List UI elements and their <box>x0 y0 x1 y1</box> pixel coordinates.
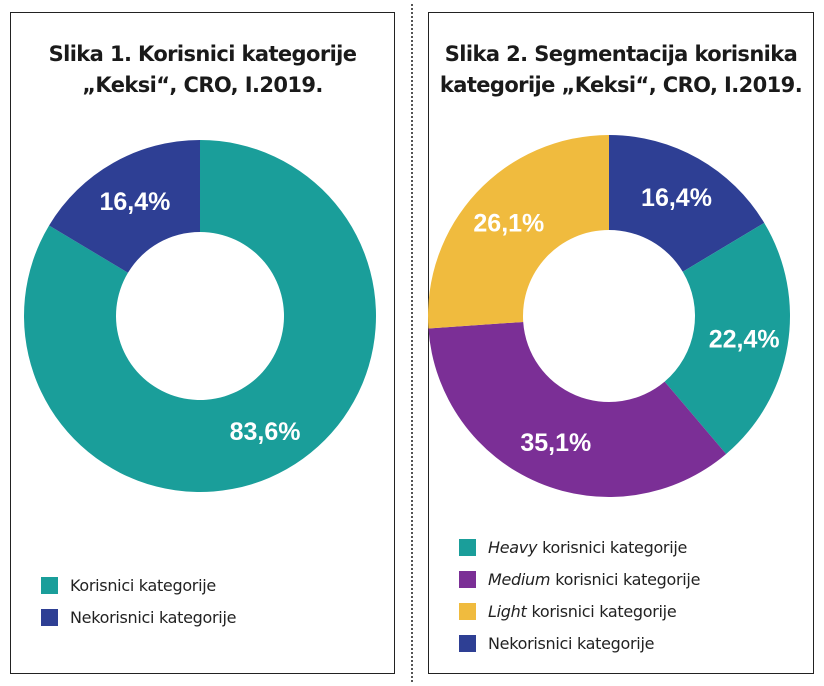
chart-title-line: kategorije „Keksi“, CRO, I.2019. <box>439 73 803 97</box>
slice-value-label: 35,1% <box>520 429 591 457</box>
chart-title-line: Slika 1. Korisnici kategorije <box>48 42 357 66</box>
legend-emphasis: Heavy <box>488 537 538 557</box>
chart-legend: Heavy korisnici kategorije Medium korisnici… <box>459 531 700 659</box>
legend-item: Nekorisnici kategorije <box>459 627 700 659</box>
legend-label: Nekorisnici kategorije <box>70 607 237 627</box>
legend-label: korisnici kategorije <box>542 537 688 557</box>
legend-item: Korisnici kategorije <box>41 569 236 601</box>
chart-panel-2: Slika 2. Segmentacija korisnika kategori… <box>428 12 814 674</box>
donut-slice <box>428 135 609 329</box>
legend-swatch <box>459 570 476 588</box>
panel-divider <box>411 4 413 682</box>
slice-value-label: 16,4% <box>641 184 712 212</box>
chart-legend: Korisnici kategorije Nekorisnici kategori… <box>41 569 236 633</box>
legend-swatch <box>459 538 476 556</box>
slice-value-label: 22,4% <box>709 325 780 353</box>
legend-item: Nekorisnici kategorije <box>41 601 236 633</box>
chart-panel-1: Slika 1. Korisnici kategorije „Keksi“, C… <box>10 12 395 674</box>
legend-emphasis: Light <box>488 601 527 621</box>
legend-emphasis: Medium <box>488 569 551 589</box>
slice-value-label: 16,4% <box>100 188 171 216</box>
chart-title-line: Slika 2. Segmentacija korisnika <box>444 42 798 66</box>
chart-title: Slika 1. Korisnici kategorije „Keksi“, C… <box>11 39 394 101</box>
legend-label: korisnici kategorije <box>555 569 701 589</box>
donut-slice <box>609 135 765 272</box>
legend-swatch <box>41 576 58 594</box>
donut-slice <box>428 321 727 498</box>
slice-value-label: 26,1% <box>473 210 544 238</box>
legend-label: Korisnici kategorije <box>70 575 216 595</box>
donut-chart: 16,4% 22,4% 35,1% 26,1% <box>428 135 790 498</box>
legend-item: Light korisnici kategorije <box>459 595 700 627</box>
legend-label: korisnici kategorije <box>531 601 677 621</box>
donut-chart: 83,6% 16,4% <box>23 140 376 492</box>
donut-slice <box>664 222 790 455</box>
legend-item: Medium korisnici kategorije <box>459 563 700 595</box>
legend-swatch <box>459 602 476 620</box>
legend-label: Nekorisnici kategorije <box>488 633 655 653</box>
legend-swatch <box>459 634 476 652</box>
slice-value-label: 83,6% <box>230 418 301 446</box>
chart-title: Slika 2. Segmentacija korisnika kategori… <box>429 39 813 101</box>
chart-title-line: „Keksi“, CRO, I.2019. <box>82 73 323 97</box>
donut-slice <box>49 140 200 273</box>
legend-swatch <box>41 608 58 626</box>
donut-slice <box>23 140 376 492</box>
legend-item: Heavy korisnici kategorije <box>459 531 700 563</box>
